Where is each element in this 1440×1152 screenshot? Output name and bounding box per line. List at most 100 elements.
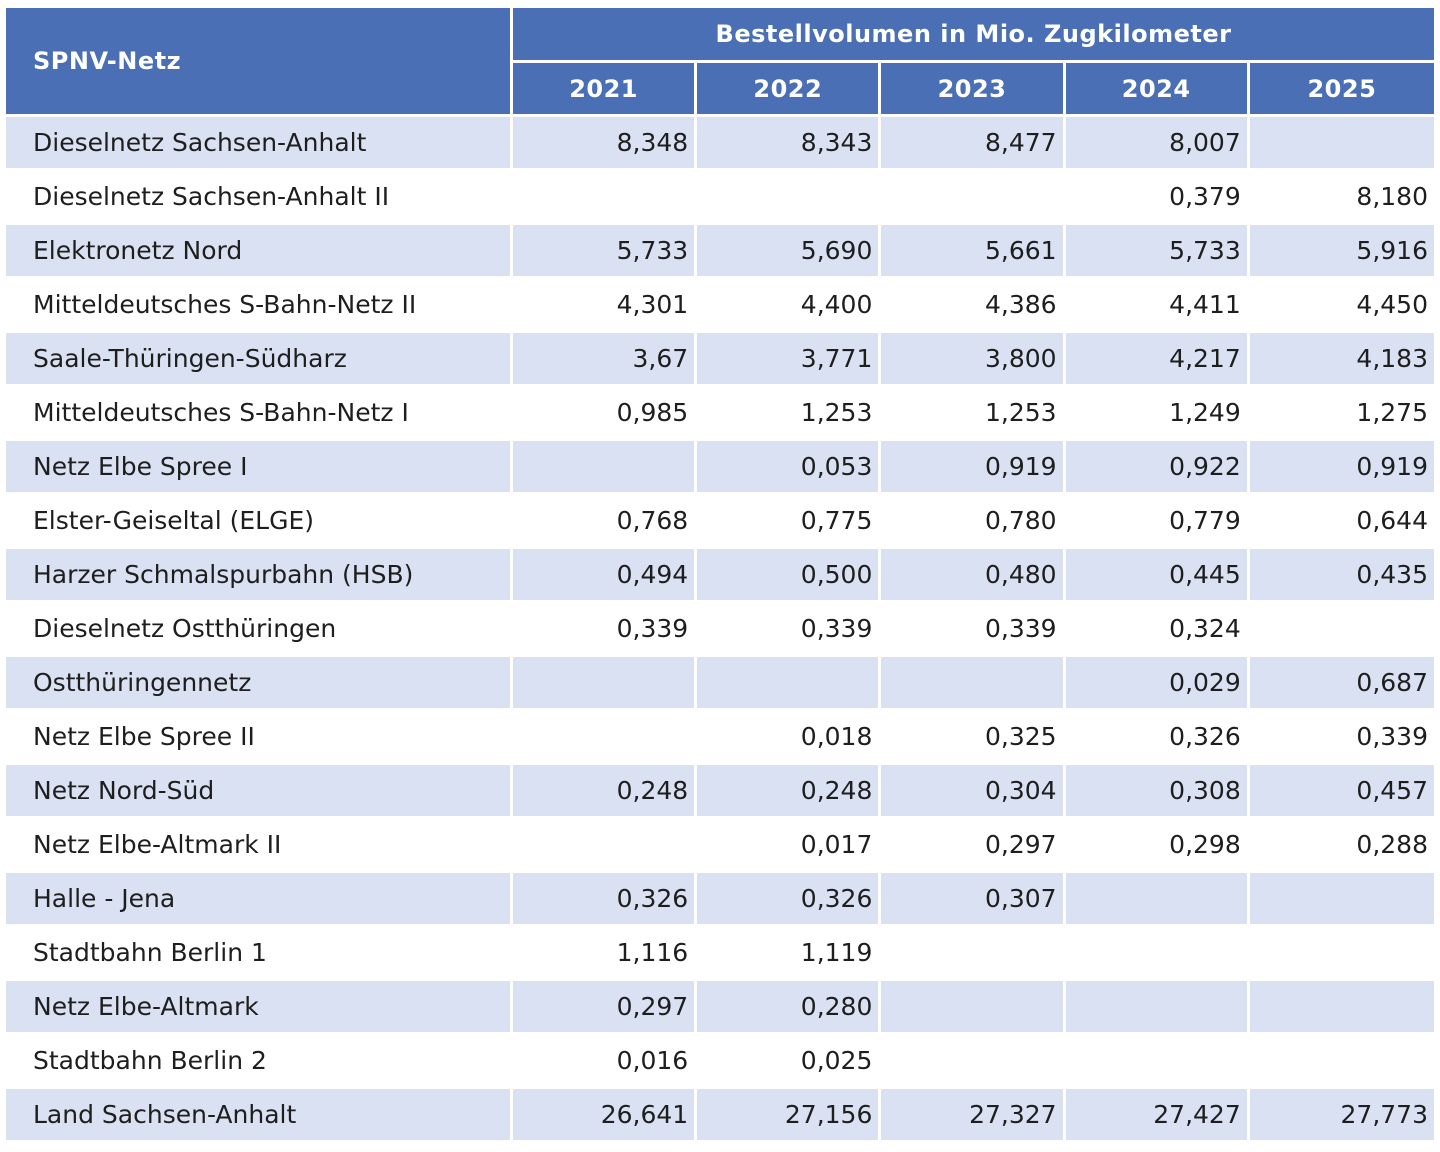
table-row: Elster-Geiseltal (ELGE) 0,768 0,775 0,780 0,… xyxy=(6,495,1434,549)
volume-cell: 0,326 xyxy=(697,873,882,927)
table-container: SPNV-Netz Bestellvolumen in Mio. Zugkilo… xyxy=(6,8,1434,1143)
volume-cell: 0,780 xyxy=(881,495,1066,549)
volume-cell: 4,386 xyxy=(881,279,1066,333)
year-header-1: 2022 xyxy=(697,63,882,117)
table-row: Saale-Thüringen-Südharz 3,67 3,771 3,800 4,2… xyxy=(6,333,1434,387)
volume-group-header: Bestellvolumen in Mio. Zugkilometer xyxy=(513,8,1434,63)
volume-cell: 0,017 xyxy=(697,819,882,873)
header-row-top: SPNV-Netz Bestellvolumen in Mio. Zugkilo… xyxy=(6,8,1434,117)
network-name-cell: Netz Elbe Spree I xyxy=(6,441,513,495)
table-row: Dieselnetz Sachsen-Anhalt 8,348 8,343 8,477… xyxy=(6,117,1434,171)
table-row: Elektronetz Nord 5,733 5,690 5,661 5,733 5,91… xyxy=(6,225,1434,279)
volume-cell: 1,116 xyxy=(513,927,698,981)
volume-cell: 0,326 xyxy=(513,873,698,927)
order-volume-table: SPNV-Netz Bestellvolumen in Mio. Zugkilo… xyxy=(6,8,1434,1143)
volume-cell: 0,687 xyxy=(1249,657,1434,711)
volume-cell: 0,324 xyxy=(1065,603,1250,657)
table-body: Dieselnetz Sachsen-Anhalt 8,348 8,343 8,477… xyxy=(6,117,1434,1143)
volume-cell xyxy=(1249,603,1434,657)
volume-cell: 0,248 xyxy=(697,765,882,819)
volume-cell: 4,183 xyxy=(1249,333,1434,387)
year-header-0: 2021 xyxy=(513,63,698,117)
volume-cell: 8,343 xyxy=(697,117,882,171)
volume-cell xyxy=(881,1035,1066,1089)
volume-cell: 0,248 xyxy=(513,765,698,819)
volume-cell: 0,297 xyxy=(513,981,698,1035)
volume-cell: 0,644 xyxy=(1249,495,1434,549)
volume-cell: 0,304 xyxy=(881,765,1066,819)
volume-cell: 0,985 xyxy=(513,387,698,441)
table-row: Netz Nord-Süd 0,248 0,248 0,304 0,308 0,457 xyxy=(6,765,1434,819)
volume-cell: 0,339 xyxy=(1249,711,1434,765)
volume-cell: 27,773 xyxy=(1249,1089,1434,1143)
volume-cell: 3,771 xyxy=(697,333,882,387)
volume-cell: 0,297 xyxy=(881,819,1066,873)
year-header-2: 2023 xyxy=(881,63,1066,117)
volume-cell xyxy=(1249,873,1434,927)
volume-cell: 0,775 xyxy=(697,495,882,549)
table-row: Stadtbahn Berlin 2 0,016 0,025 xyxy=(6,1035,1434,1089)
volume-cell: 1,249 xyxy=(1065,387,1250,441)
network-name-cell: Netz Elbe-Altmark II xyxy=(6,819,513,873)
volume-cell: 0,445 xyxy=(1065,549,1250,603)
volume-cell xyxy=(1249,927,1434,981)
network-name-cell: Halle - Jena xyxy=(6,873,513,927)
volume-cell: 4,400 xyxy=(697,279,882,333)
volume-cell: 0,325 xyxy=(881,711,1066,765)
table-header: SPNV-Netz Bestellvolumen in Mio. Zugkilo… xyxy=(6,8,1434,117)
table-row: Land Sachsen-Anhalt 26,641 27,156 27,327 27,… xyxy=(6,1089,1434,1143)
volume-cell: 0,457 xyxy=(1249,765,1434,819)
volume-cell: 5,733 xyxy=(1065,225,1250,279)
network-name-cell: Netz Elbe Spree II xyxy=(6,711,513,765)
volume-cell: 0,288 xyxy=(1249,819,1434,873)
volume-cell: 8,180 xyxy=(1249,171,1434,225)
network-name-cell: Harzer Schmalspurbahn (HSB) xyxy=(6,549,513,603)
year-header-4: 2025 xyxy=(1249,63,1434,117)
network-name-cell: Stadtbahn Berlin 2 xyxy=(6,1035,513,1089)
volume-cell: 1,119 xyxy=(697,927,882,981)
volume-cell: 0,919 xyxy=(881,441,1066,495)
volume-cell xyxy=(697,657,882,711)
network-name-cell: Elster-Geiseltal (ELGE) xyxy=(6,495,513,549)
network-name-cell: Netz Elbe-Altmark xyxy=(6,981,513,1035)
volume-cell xyxy=(513,657,698,711)
volume-cell xyxy=(1065,1035,1250,1089)
volume-cell xyxy=(1065,927,1250,981)
volume-cell: 0,494 xyxy=(513,549,698,603)
volume-cell: 0,307 xyxy=(881,873,1066,927)
volume-cell: 0,025 xyxy=(697,1035,882,1089)
volume-cell: 0,379 xyxy=(1065,171,1250,225)
network-column-header: SPNV-Netz xyxy=(6,8,513,117)
volume-cell xyxy=(1249,117,1434,171)
volume-cell xyxy=(881,981,1066,1035)
volume-cell xyxy=(881,927,1066,981)
network-name-cell: Elektronetz Nord xyxy=(6,225,513,279)
table-row: Ostthüringennetz 0,029 0,687 xyxy=(6,657,1434,711)
header-row-years: 2021 2022 2023 2024 2025 xyxy=(6,63,1434,117)
table-row: Netz Elbe-Altmark 0,297 0,280 xyxy=(6,981,1434,1035)
volume-cell: 27,327 xyxy=(881,1089,1066,1143)
volume-cell: 0,435 xyxy=(1249,549,1434,603)
volume-cell: 0,018 xyxy=(697,711,882,765)
volume-cell: 0,480 xyxy=(881,549,1066,603)
network-name-cell: Netz Nord-Süd xyxy=(6,765,513,819)
volume-cell: 0,280 xyxy=(697,981,882,1035)
volume-cell xyxy=(1065,873,1250,927)
volume-cell: 5,733 xyxy=(513,225,698,279)
volume-cell: 0,339 xyxy=(697,603,882,657)
table-row: Mitteldeutsches S-Bahn-Netz II 4,301 4,400… xyxy=(6,279,1434,333)
volume-cell: 26,641 xyxy=(513,1089,698,1143)
volume-cell: 8,477 xyxy=(881,117,1066,171)
volume-cell xyxy=(513,819,698,873)
volume-cell: 0,053 xyxy=(697,441,882,495)
volume-cell: 3,800 xyxy=(881,333,1066,387)
volume-cell: 8,007 xyxy=(1065,117,1250,171)
year-header-3: 2024 xyxy=(1065,63,1250,117)
volume-cell: 1,253 xyxy=(881,387,1066,441)
network-name-cell: Mitteldeutsches S-Bahn-Netz II xyxy=(6,279,513,333)
volume-cell: 27,156 xyxy=(697,1089,882,1143)
table-row: Mitteldeutsches S-Bahn-Netz I 0,985 1,253 1… xyxy=(6,387,1434,441)
network-name-cell: Dieselnetz Sachsen-Anhalt II xyxy=(6,171,513,225)
volume-cell: 4,217 xyxy=(1065,333,1250,387)
table-row: Dieselnetz Ostthüringen 0,339 0,339 0,339 0,… xyxy=(6,603,1434,657)
